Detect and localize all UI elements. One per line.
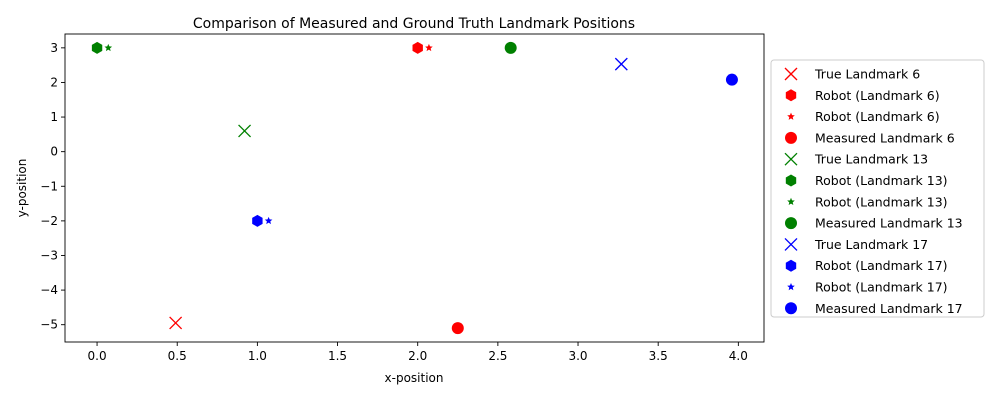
legend-item: Measured Landmark 6 — [785, 130, 955, 145]
y-tick-label: 2 — [50, 75, 58, 89]
legend-marker — [787, 112, 795, 120]
data-point — [412, 41, 423, 54]
y-axis-label: y-position — [15, 159, 29, 218]
x-tick-label: 1.5 — [328, 349, 347, 363]
data-point — [264, 216, 273, 225]
y-tick-label: −3 — [40, 248, 58, 262]
x-tick-label: 0.5 — [168, 349, 187, 363]
legend-item: Robot (Landmark 17) — [787, 280, 948, 295]
plot-area — [91, 41, 738, 335]
data-point — [169, 316, 183, 330]
x-tick-label: 1.0 — [248, 349, 267, 363]
x-tick-label: 3.0 — [568, 349, 587, 363]
legend-marker — [785, 302, 797, 315]
data-point — [614, 57, 628, 71]
legend-item: Robot (Landmark 6) — [785, 88, 940, 103]
y-tick-label: −2 — [40, 214, 58, 228]
legend-item: Robot (Landmark 13) — [787, 194, 948, 209]
legend-marker — [784, 237, 798, 251]
data-point — [104, 43, 113, 52]
y-tick-label: 3 — [50, 41, 58, 55]
legend-marker — [787, 197, 795, 206]
legend-entries: True Landmark 6 Robot (Landmark 6) Robot (… — [784, 67, 963, 316]
x-axis-label: x-position — [385, 371, 444, 385]
legend-marker — [785, 217, 797, 230]
data-point — [504, 41, 517, 54]
legend-marker — [784, 152, 798, 166]
data-point — [91, 41, 103, 54]
data-point — [425, 43, 433, 52]
legend-label: Measured Landmark 6 — [815, 130, 955, 145]
legend-label: Measured Landmark 17 — [815, 301, 963, 316]
legend-label: Robot (Landmark 17) — [815, 280, 948, 295]
x-tick-label: 0.0 — [88, 349, 107, 363]
legend-item: True Landmark 13 — [784, 152, 928, 167]
y-tick-label: −1 — [40, 179, 58, 193]
legend-marker — [784, 67, 798, 81]
y-tick-label: −4 — [40, 283, 58, 297]
legend-item: Robot (Landmark 6) — [787, 109, 940, 124]
legend: True Landmark 6 Robot (Landmark 6) Robot (… — [770, 59, 985, 318]
data-point — [725, 73, 738, 86]
y-tick-label: 0 — [50, 145, 58, 159]
x-tick-label: 3.5 — [649, 349, 668, 363]
x-axis: 0.0 0.5 1.0 1.5 2.0 2.5 3.0 3.5 4.0 — [88, 342, 748, 363]
legend-label: Robot (Landmark 13) — [815, 194, 948, 209]
x-tick-label: 2.0 — [408, 349, 427, 363]
legend-item: True Landmark 6 — [784, 67, 920, 82]
legend-item: Measured Landmark 17 — [785, 301, 963, 316]
legend-marker — [787, 283, 795, 291]
legend-item: True Landmark 17 — [784, 237, 928, 252]
y-axis: 3 2 1 0 −1 −2 −3 −4 −5 — [40, 41, 65, 332]
data-point — [451, 322, 464, 335]
legend-marker — [785, 174, 797, 187]
legend-item: Robot (Landmark 17) — [785, 258, 948, 273]
legend-item: Measured Landmark 13 — [785, 216, 963, 231]
legend-label: True Landmark 17 — [814, 237, 928, 252]
legend-label: Robot (Landmark 13) — [815, 173, 948, 188]
y-tick-label: 1 — [50, 110, 58, 124]
legend-label: Robot (Landmark 17) — [815, 258, 948, 273]
legend-marker — [785, 131, 797, 144]
legend-label: Robot (Landmark 6) — [815, 109, 940, 124]
legend-label: True Landmark 13 — [814, 152, 928, 167]
chart-title: Comparison of Measured and Ground Truth … — [193, 16, 635, 32]
data-point — [238, 124, 252, 138]
legend-label: Measured Landmark 13 — [815, 216, 963, 231]
legend-marker — [785, 259, 797, 272]
legend-label: Robot (Landmark 6) — [815, 88, 940, 103]
legend-marker — [785, 89, 797, 102]
x-tick-label: 2.5 — [488, 349, 507, 363]
y-tick-label: −5 — [40, 318, 58, 332]
plot-frame — [64, 33, 765, 343]
legend-label: True Landmark 6 — [814, 67, 920, 82]
x-tick-label: 4.0 — [729, 349, 748, 363]
legend-box — [770, 59, 985, 318]
legend-item: Robot (Landmark 13) — [785, 173, 948, 188]
data-point — [252, 214, 263, 227]
